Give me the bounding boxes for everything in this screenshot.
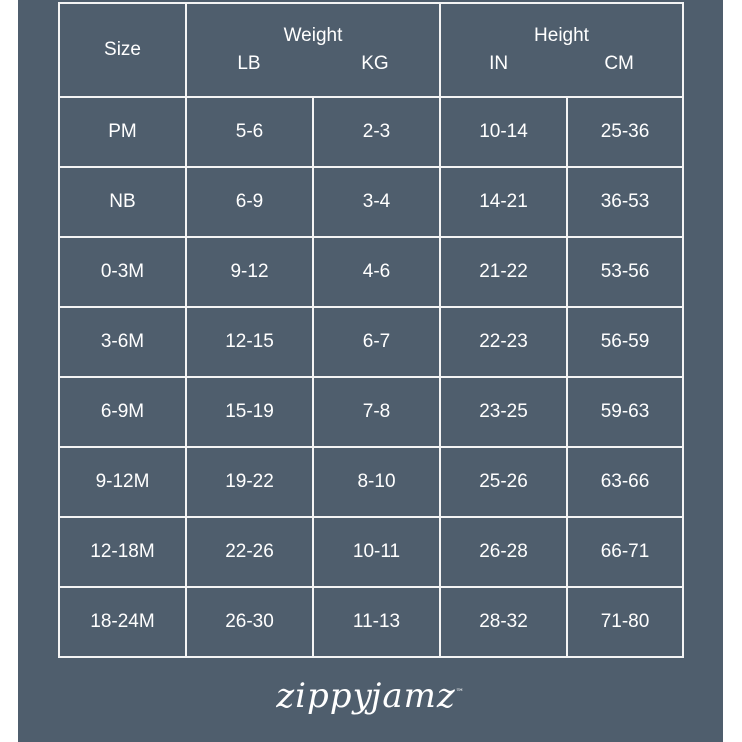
- cell-lb: 26-30: [185, 586, 314, 658]
- cell-lb: 6-9: [185, 166, 314, 238]
- cell-in: 25-26: [439, 446, 568, 518]
- cell-size: NB: [58, 166, 187, 238]
- height-label: Height: [534, 25, 589, 46]
- cell-lb: 9-12: [185, 236, 314, 308]
- cell-in: 26-28: [439, 516, 568, 588]
- table-row: 18-24M 26-30 11-13 28-32 71-80: [58, 586, 684, 658]
- size-chart-panel: Size Weight LB KG Height IN CM PM 5-6 2-3 10-…: [18, 0, 723, 742]
- cell-size: 0-3M: [58, 236, 187, 308]
- cell-in: 10-14: [439, 96, 568, 168]
- cell-cm: 59-63: [566, 376, 684, 448]
- size-chart-table: Size Weight LB KG Height IN CM PM 5-6 2-3 10-…: [58, 2, 684, 658]
- cell-cm: 71-80: [566, 586, 684, 658]
- cell-cm: 63-66: [566, 446, 684, 518]
- cell-size: PM: [58, 96, 187, 168]
- cell-size: 9-12M: [58, 446, 187, 518]
- weight-header: Weight LB KG: [185, 2, 441, 98]
- cell-lb: 22-26: [185, 516, 314, 588]
- cm-unit: CM: [604, 53, 634, 74]
- cell-kg: 11-13: [312, 586, 441, 658]
- cell-lb: 5-6: [185, 96, 314, 168]
- table-row: PM 5-6 2-3 10-14 25-36: [58, 96, 684, 168]
- cell-kg: 2-3: [312, 96, 441, 168]
- cell-cm: 56-59: [566, 306, 684, 378]
- cell-in: 28-32: [439, 586, 568, 658]
- table-row: 9-12M 19-22 8-10 25-26 63-66: [58, 446, 684, 518]
- cell-in: 23-25: [439, 376, 568, 448]
- cell-kg: 7-8: [312, 376, 441, 448]
- kg-unit: KG: [361, 53, 389, 74]
- cell-kg: 4-6: [312, 236, 441, 308]
- cell-kg: 6-7: [312, 306, 441, 378]
- cell-in: 14-21: [439, 166, 568, 238]
- table-row: 3-6M 12-15 6-7 22-23 56-59: [58, 306, 684, 378]
- table-row: 0-3M 9-12 4-6 21-22 53-56: [58, 236, 684, 308]
- weight-label: Weight: [283, 25, 343, 46]
- cell-kg: 3-4: [312, 166, 441, 238]
- cell-size: 3-6M: [58, 306, 187, 378]
- cell-cm: 36-53: [566, 166, 684, 238]
- size-header: Size: [58, 2, 187, 98]
- zippyjamz-logo: zippyjamz™: [276, 676, 465, 716]
- table-row: NB 6-9 3-4 14-21 36-53: [58, 166, 684, 238]
- cell-cm: 25-36: [566, 96, 684, 168]
- cell-cm: 66-71: [566, 516, 684, 588]
- table-row: 6-9M 15-19 7-8 23-25 59-63: [58, 376, 684, 448]
- cell-size: 12-18M: [58, 516, 187, 588]
- cell-in: 22-23: [439, 306, 568, 378]
- in-unit: IN: [489, 53, 509, 74]
- cell-lb: 12-15: [185, 306, 314, 378]
- cell-kg: 8-10: [312, 446, 441, 518]
- cell-size: 18-24M: [58, 586, 187, 658]
- cell-cm: 53-56: [566, 236, 684, 308]
- cell-lb: 15-19: [185, 376, 314, 448]
- cell-size: 6-9M: [58, 376, 187, 448]
- header-row: Size Weight LB KG Height IN CM: [58, 2, 684, 98]
- lb-unit: LB: [237, 53, 261, 74]
- table-row: 12-18M 22-26 10-11 26-28 66-71: [58, 516, 684, 588]
- cell-kg: 10-11: [312, 516, 441, 588]
- cell-in: 21-22: [439, 236, 568, 308]
- cell-lb: 19-22: [185, 446, 314, 518]
- height-header: Height IN CM: [439, 2, 684, 98]
